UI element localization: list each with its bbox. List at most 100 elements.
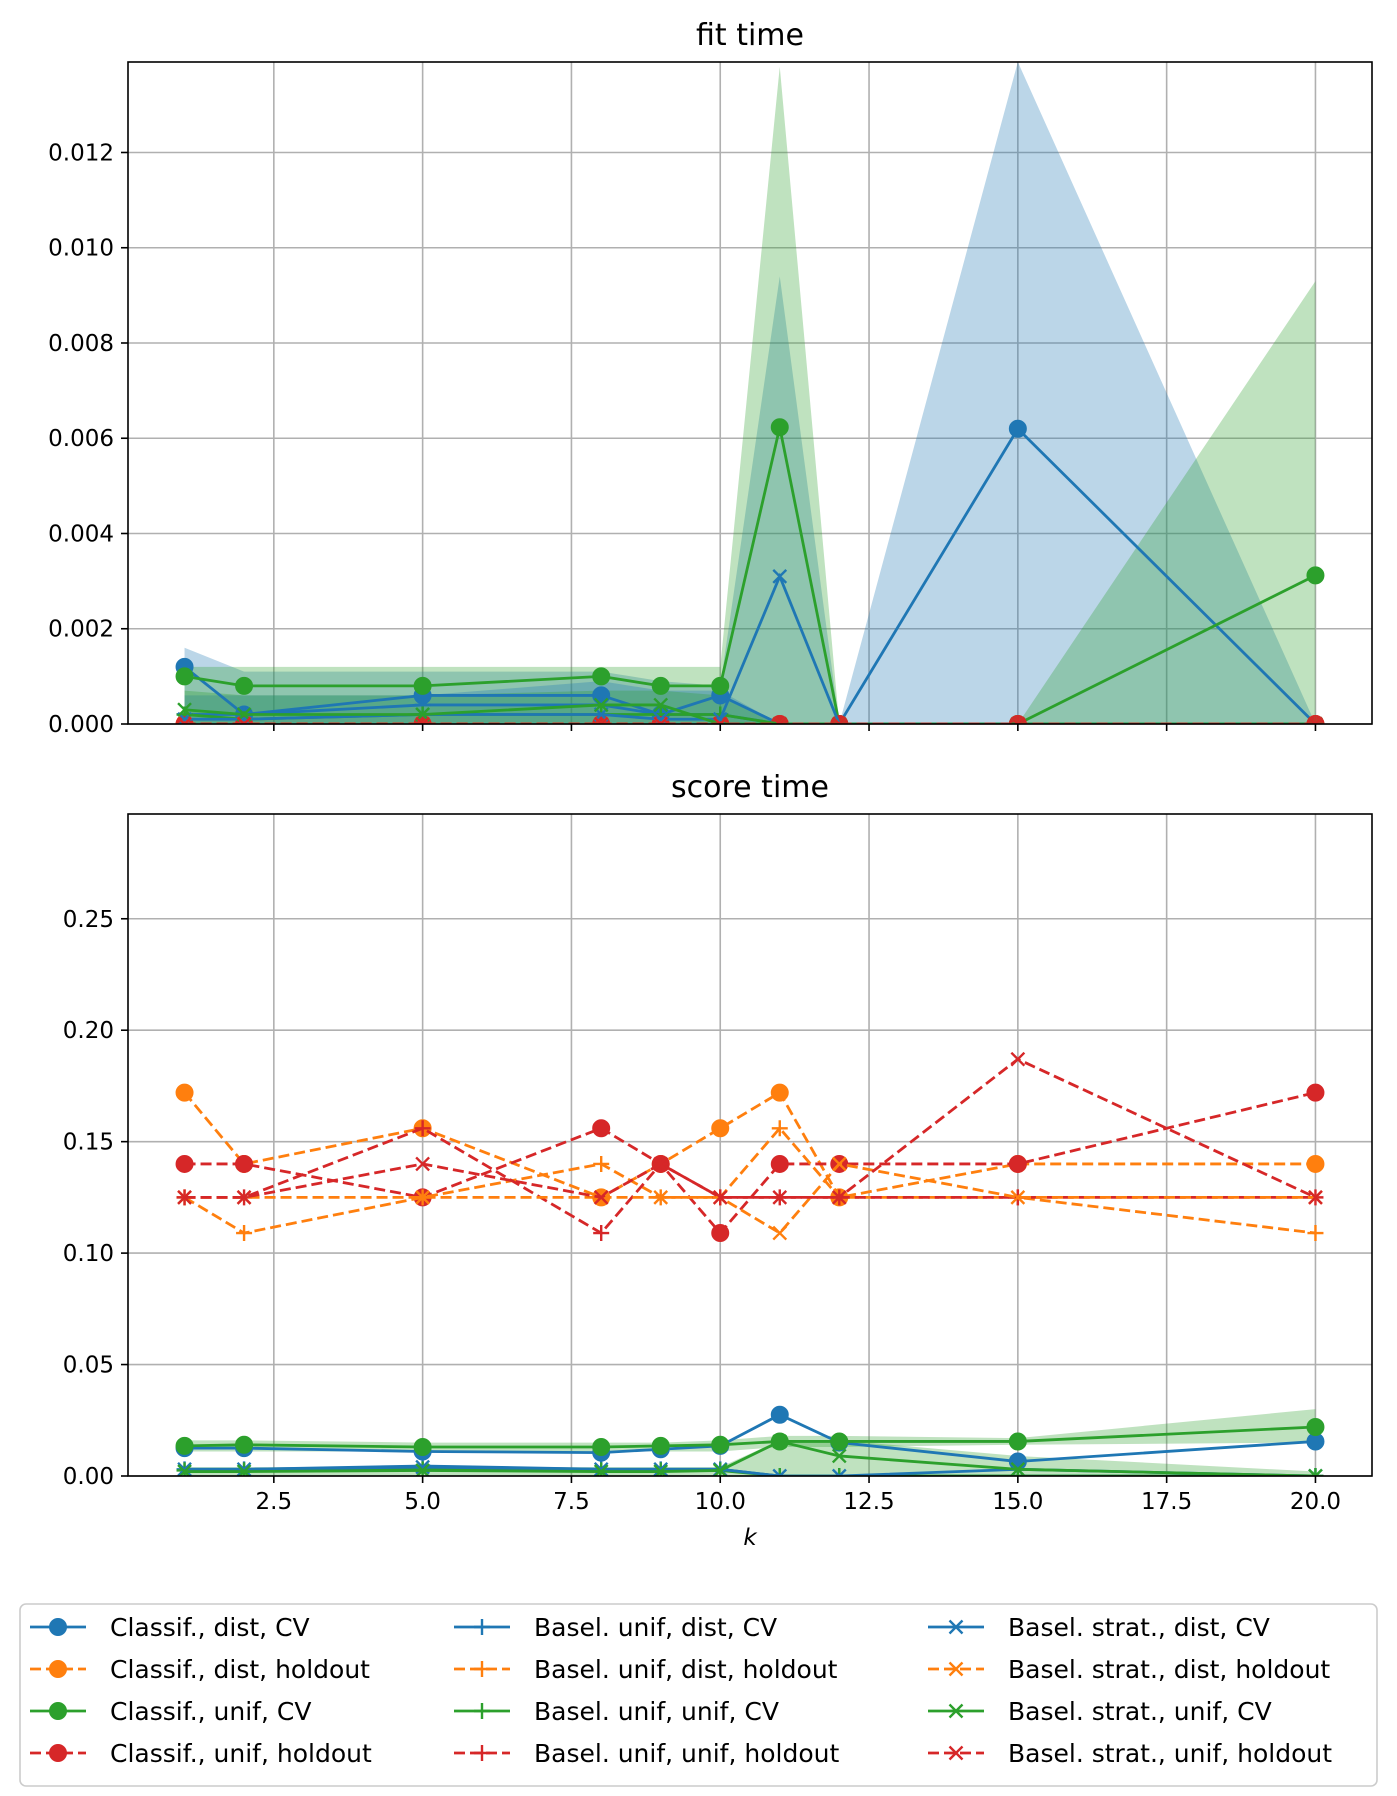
data-point	[235, 1154, 254, 1173]
data-point	[831, 716, 848, 724]
data-point	[1306, 566, 1325, 585]
data-point	[236, 1225, 253, 1242]
data-point	[653, 697, 669, 713]
series-2	[175, 1417, 1325, 1457]
legend-entry: Basel. strat., unif, holdout	[928, 1739, 1332, 1768]
series-line	[184, 1162, 1316, 1235]
data-point	[593, 1155, 610, 1172]
data-point	[653, 1156, 669, 1172]
data-point	[770, 1083, 789, 1102]
data-point	[771, 1120, 788, 1137]
x-tick-label: 7.5	[553, 1489, 590, 1515]
series-line	[184, 1413, 1316, 1463]
legend-entry: Basel. strat., unif, CV	[928, 1697, 1272, 1726]
data-point	[1008, 1432, 1027, 1451]
series-line	[184, 572, 1316, 724]
data-point	[772, 1190, 788, 1205]
data-point	[1010, 1461, 1026, 1476]
data-point	[1008, 1154, 1027, 1173]
legend-label: Basel. strat., unif, CV	[1008, 1697, 1272, 1726]
y-tick-label: 0.008	[48, 331, 114, 357]
data-point	[593, 697, 609, 713]
legend-label: Classif., dist, CV	[110, 1613, 310, 1642]
x-axis-label: k	[743, 1525, 758, 1551]
data-point	[830, 1432, 849, 1451]
data-point	[592, 1438, 611, 1457]
series-11	[177, 1051, 1323, 1205]
y-tick-label: 0.000	[48, 712, 114, 738]
data-point	[177, 1190, 192, 1205]
legend: Classif., dist, CV Classif., dist, holdou…	[19, 1603, 1378, 1787]
data-point	[592, 667, 611, 686]
data-point	[177, 702, 192, 718]
std-band-0	[184, 62, 1316, 724]
data-point	[1008, 1452, 1027, 1471]
fit-time-panel: 0.000 0.002 0.004 0.006 0.008 0.010 0.012 fit t…	[48, 18, 1373, 738]
x-tick-label: 15.0	[992, 1489, 1043, 1515]
legend-box	[19, 1603, 1378, 1787]
series-11	[177, 716, 1323, 724]
x-tick-label: 2.5	[256, 1489, 293, 1515]
legend-entry: Classif., dist, holdout	[30, 1655, 370, 1684]
legend-label: Basel. strat., unif, holdout	[1008, 1739, 1332, 1768]
data-point	[236, 1190, 252, 1205]
data-point	[653, 1461, 669, 1476]
data-point	[593, 1461, 609, 1476]
legend-marker	[49, 1660, 67, 1678]
legend-entry: Classif., dist, CV	[30, 1613, 310, 1642]
series-line	[184, 1057, 1317, 1199]
legend-marker	[49, 1744, 67, 1762]
x-tick-label: 10.0	[695, 1489, 746, 1515]
legend-marker	[474, 1745, 490, 1761]
data-point	[593, 716, 610, 724]
data-point	[1307, 1225, 1324, 1242]
data-point	[236, 1461, 252, 1476]
series-7	[176, 1120, 1324, 1242]
legend-label: Classif., dist, holdout	[110, 1655, 370, 1684]
legend-marker	[49, 1618, 67, 1636]
data-point	[770, 1405, 789, 1424]
data-point	[772, 1434, 788, 1449]
data-point	[831, 716, 847, 724]
data-point	[770, 418, 789, 437]
y-tick-label: 0.00	[63, 1464, 114, 1490]
data-point	[831, 1468, 847, 1476]
legend-entry: Classif., unif, holdout	[30, 1739, 372, 1768]
data-point	[771, 716, 788, 724]
data-point	[712, 1190, 728, 1205]
series-line	[184, 1126, 1316, 1235]
data-point	[711, 676, 730, 695]
data-point	[414, 716, 431, 724]
y-tick-label: 0.10	[63, 1241, 114, 1267]
series-line	[183, 1126, 1316, 1235]
data-point	[177, 716, 192, 724]
legend-label: Basel. unif, unif, holdout	[534, 1739, 839, 1768]
legend-label: Basel. unif, dist, holdout	[534, 1655, 838, 1684]
data-point	[772, 716, 788, 724]
series-line	[183, 1090, 1316, 1199]
x-tick-label: 17.5	[1141, 1489, 1192, 1515]
data-point	[712, 716, 728, 724]
y-tick-label: 0.004	[48, 521, 114, 547]
data-point	[593, 1225, 610, 1242]
data-point	[415, 1463, 430, 1476]
data-point	[413, 1438, 432, 1457]
legend-entry: Basel. unif, dist, holdout	[454, 1655, 838, 1684]
series-1	[175, 1083, 1325, 1207]
data-point	[711, 1435, 730, 1454]
data-point	[831, 1448, 847, 1464]
data-point	[1009, 716, 1026, 724]
series-line	[184, 1465, 1316, 1476]
legend-entry: Basel. unif, unif, CV	[454, 1697, 779, 1726]
legend-marker	[474, 1619, 490, 1635]
data-point	[771, 1468, 788, 1476]
chart-title: score time	[671, 770, 829, 805]
y-tick-label: 0.05	[63, 1353, 114, 1379]
x-tick-label: 12.5	[843, 1489, 894, 1515]
data-point	[831, 1156, 847, 1172]
data-point	[1008, 419, 1027, 438]
data-point	[1308, 1468, 1323, 1476]
legend-marker	[474, 1703, 490, 1719]
y-tick-label: 0.006	[48, 426, 114, 452]
